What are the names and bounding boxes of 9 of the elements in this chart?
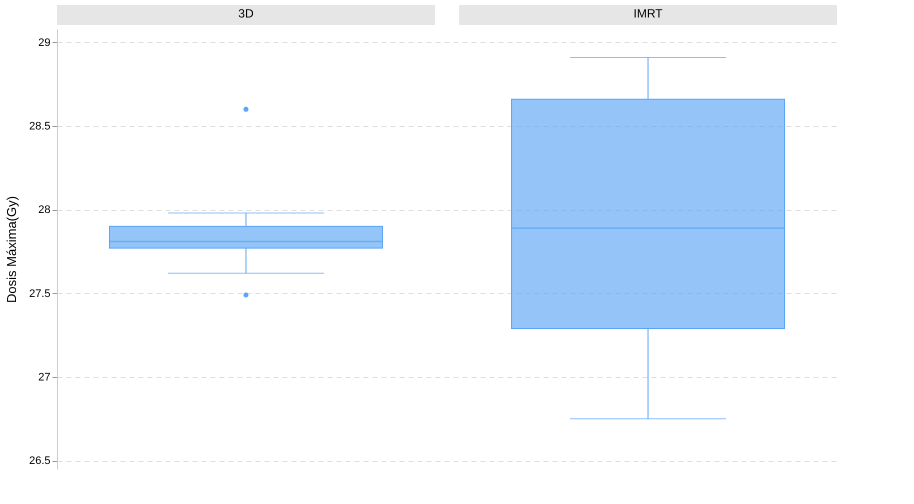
y-tick-label: 26.5 (29, 455, 50, 468)
y-tick-label: 27 (38, 371, 50, 384)
y-tick-label: 27.5 (29, 288, 50, 300)
y-tick-label: 28 (38, 204, 50, 216)
y-axis-title: Dosis Máxima(Gy) (4, 196, 20, 303)
x-tick-label: IMRT (633, 6, 664, 20)
y-tick-label: 28.5 (29, 120, 50, 133)
x-tick-label: 3D (238, 6, 254, 20)
y-tick-label: 29 (38, 36, 50, 49)
